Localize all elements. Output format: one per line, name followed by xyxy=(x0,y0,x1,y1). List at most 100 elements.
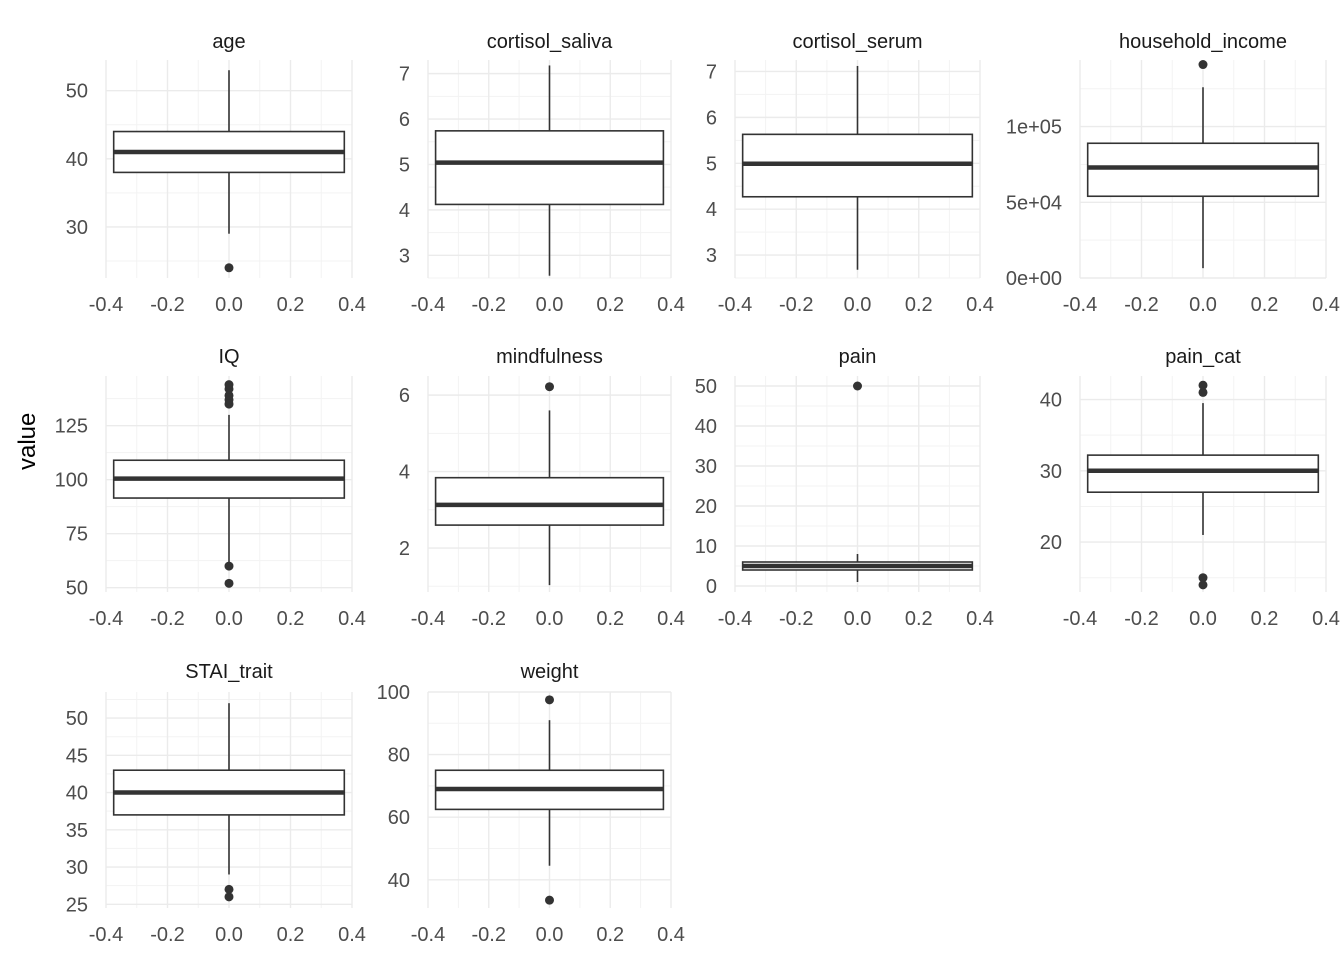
iqr-box xyxy=(1086,142,1320,198)
panel-weight: -0.4 -0.2 0.0 0.2 0.4 40 60 80 100 weight xyxy=(377,661,685,946)
y-tick-label: 40 xyxy=(388,870,410,892)
iqr-box xyxy=(434,130,665,206)
facet-title: weight xyxy=(520,661,579,683)
x-tick-label: 0.4 xyxy=(1312,294,1340,316)
y-tick-label: 3 xyxy=(399,245,410,267)
x-tick-label: 0.2 xyxy=(277,294,305,316)
y-tick-label: 30 xyxy=(66,857,88,879)
x-tick-label: -0.4 xyxy=(89,294,123,316)
x-tick-label: 0.0 xyxy=(536,924,564,946)
x-tick-label: 0.0 xyxy=(536,294,564,316)
y-tick-label: 6 xyxy=(706,107,717,129)
outlier-point xyxy=(1198,387,1208,397)
x-tick-label: -0.4 xyxy=(1063,294,1097,316)
outlier-point xyxy=(224,561,234,571)
y-tick-label: 3 xyxy=(706,245,717,267)
y-tick-label: 60 xyxy=(388,807,410,829)
outlier-point xyxy=(1198,380,1208,390)
panel-pain-cat: -0.4 -0.2 0.0 0.2 0.4 20 30 40 pain_cat xyxy=(1040,346,1340,630)
y-tick-label: 100 xyxy=(377,682,410,704)
x-tick-label: -0.4 xyxy=(1063,608,1097,630)
x-tick-label: -0.2 xyxy=(150,608,184,630)
outlier-point xyxy=(1198,580,1208,590)
y-tick-label: 4 xyxy=(706,199,717,221)
facet-title: mindfulness xyxy=(496,346,603,368)
panel-age: -0.4 -0.2 0.0 0.2 0.4 30 40 50 age xyxy=(66,31,366,316)
y-tick-label: 7 xyxy=(706,61,717,83)
iqr-box xyxy=(434,476,665,526)
x-tick-label: 0.2 xyxy=(905,294,933,316)
y-tick-label: 40 xyxy=(66,783,88,805)
outlier-point xyxy=(545,895,554,905)
y-tick-label: 100 xyxy=(55,470,88,492)
x-tick-label: -0.4 xyxy=(718,608,752,630)
y-tick-label: 80 xyxy=(388,745,410,767)
x-tick-label: 0.4 xyxy=(338,608,366,630)
y-tick-label: 25 xyxy=(66,894,88,916)
x-tick-label: -0.2 xyxy=(472,294,506,316)
y-tick-label: 50 xyxy=(66,578,88,600)
outlier-point xyxy=(224,892,234,902)
y-tick-label: 20 xyxy=(695,496,717,518)
y-tick-label: 50 xyxy=(66,81,88,103)
x-tick-label: 0.2 xyxy=(1251,294,1279,316)
x-tick-label: 0.4 xyxy=(966,294,994,316)
x-tick-label: -0.2 xyxy=(472,608,506,630)
y-tick-label: 5 xyxy=(399,154,410,176)
panel-stai-trait: -0.4 -0.2 0.0 0.2 0.4 25 30 35 40 45 50 STAI_trait xyxy=(66,661,366,946)
y-tick-label: 35 xyxy=(66,820,88,842)
y-tick-label: 50 xyxy=(695,376,717,398)
y-axis-label: value xyxy=(14,412,41,470)
outlier-point xyxy=(853,381,862,391)
y-tick-label: 20 xyxy=(1040,532,1062,554)
y-tick-label: 10 xyxy=(695,536,717,558)
y-tick-label: 45 xyxy=(66,745,88,767)
y-tick-label: 40 xyxy=(1040,390,1062,412)
outlier-point xyxy=(1198,60,1208,70)
x-tick-label: -0.4 xyxy=(411,608,445,630)
x-tick-label: 0.2 xyxy=(277,924,305,946)
y-tick-label: 2 xyxy=(399,538,410,560)
y-tick-label: 5 xyxy=(706,153,717,175)
y-tick-label: 30 xyxy=(1040,461,1062,483)
y-tick-label: 40 xyxy=(66,149,88,171)
x-tick-label: 0.2 xyxy=(596,608,624,630)
facet-title: pain xyxy=(839,346,877,368)
x-tick-label: 0.0 xyxy=(844,608,872,630)
facet-title: age xyxy=(212,31,245,53)
y-tick-label: 6 xyxy=(399,109,410,131)
x-tick-label: -0.2 xyxy=(1124,608,1158,630)
x-tick-label: -0.2 xyxy=(150,924,184,946)
x-tick-label: 0.0 xyxy=(844,294,872,316)
x-tick-label: -0.4 xyxy=(718,294,752,316)
outlier-point xyxy=(545,382,554,392)
x-tick-label: -0.2 xyxy=(1124,294,1158,316)
x-tick-label: 0.0 xyxy=(1189,294,1217,316)
y-tick-label: 6 xyxy=(399,385,410,407)
x-tick-label: 0.4 xyxy=(657,294,685,316)
x-tick-label: 0.2 xyxy=(905,608,933,630)
x-tick-label: 0.2 xyxy=(277,608,305,630)
panel-cortisol-saliva: -0.4 -0.2 0.0 0.2 0.4 3 4 5 6 7 cortisol_saliva xyxy=(399,31,685,316)
x-tick-label: -0.2 xyxy=(779,294,813,316)
outlier-point xyxy=(224,390,234,400)
y-tick-label: 30 xyxy=(695,456,717,478)
y-tick-label: 7 xyxy=(399,64,410,86)
y-tick-label: 75 xyxy=(66,524,88,546)
facet-title: IQ xyxy=(218,346,239,368)
x-tick-label: -0.4 xyxy=(89,924,123,946)
x-tick-label: 0.4 xyxy=(966,608,994,630)
y-tick-label: 40 xyxy=(695,416,717,438)
y-tick-label: 30 xyxy=(66,217,88,239)
outlier-point xyxy=(224,263,234,273)
panel-household-income: -0.4 -0.2 0.0 0.2 0.4 0e+00 5e+04 1e+05 househol… xyxy=(1006,31,1340,316)
x-tick-label: -0.4 xyxy=(411,294,445,316)
outlier-point xyxy=(224,578,234,588)
facet-title: pain_cat xyxy=(1165,346,1241,368)
y-tick-label: 4 xyxy=(399,462,410,484)
iqr-box xyxy=(1086,454,1320,493)
panel-cortisol-serum: -0.4 -0.2 0.0 0.2 0.4 3 4 5 6 7 cortisol_serum xyxy=(706,31,994,316)
panel-mindfulness: -0.4 -0.2 0.0 0.2 0.4 2 4 6 mindfulness xyxy=(399,346,685,630)
outlier-point xyxy=(545,695,554,705)
